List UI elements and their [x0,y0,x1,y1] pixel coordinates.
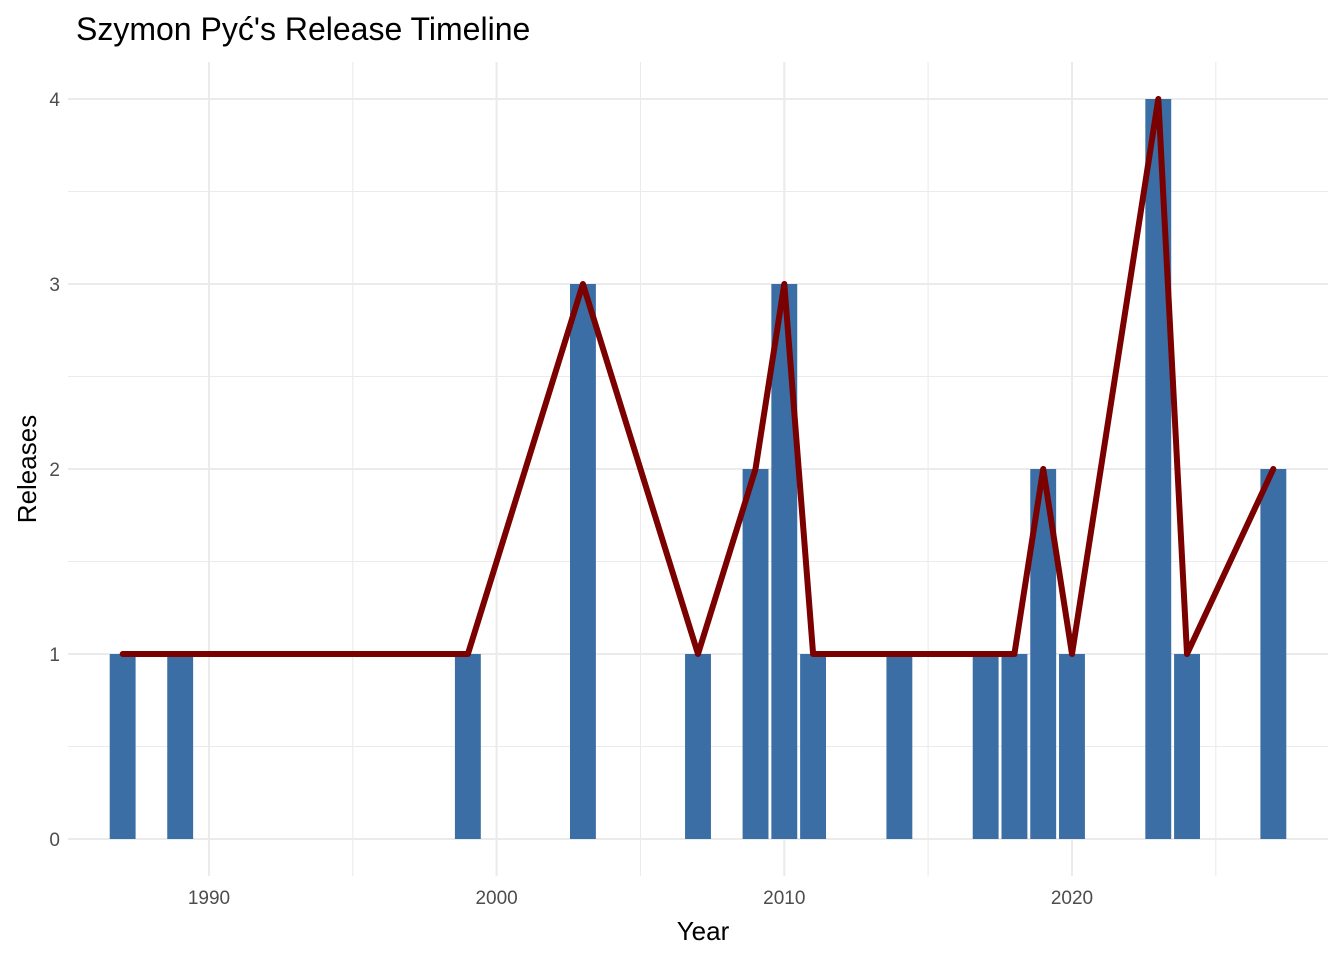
bar-series [109,99,1287,839]
chart-title: Szymon Pyć's Release Timeline [76,11,530,47]
y-tick-label: 1 [49,645,60,666]
y-tick-label: 2 [49,460,60,481]
bar-2011 [800,654,827,839]
bar-2003 [569,284,596,839]
bar-2024 [1174,654,1200,839]
trend-line-layer [119,96,1277,657]
bar-1989 [167,654,194,839]
x-axis-ticks: 1990 2000 2010 2020 [188,888,1093,909]
y-axis-ticks: 0 1 2 3 4 [49,90,60,851]
bar-2023 [1145,99,1172,839]
bar-2020 [1059,654,1085,839]
bar-2009 [742,469,769,839]
y-tick-label: 3 [49,275,60,296]
y-tick-label: 0 [49,830,60,851]
bar-1999 [454,654,481,839]
x-tick-label: 2010 [763,888,805,909]
bar-2007 [685,654,711,839]
bar-1987 [109,654,136,839]
x-tick-label: 2000 [475,888,517,909]
trend-line [119,96,1277,657]
y-tick-label: 4 [49,90,60,111]
y-axis-title: Releases [12,415,42,523]
x-axis-title: Year [677,916,730,946]
x-tick-label: 2020 [1051,888,1093,909]
bar-2027 [1260,469,1287,839]
x-tick-label: 1990 [188,888,230,909]
bar-2014 [886,654,913,839]
bar-2018 [1001,654,1028,839]
bar-2017 [972,654,999,839]
